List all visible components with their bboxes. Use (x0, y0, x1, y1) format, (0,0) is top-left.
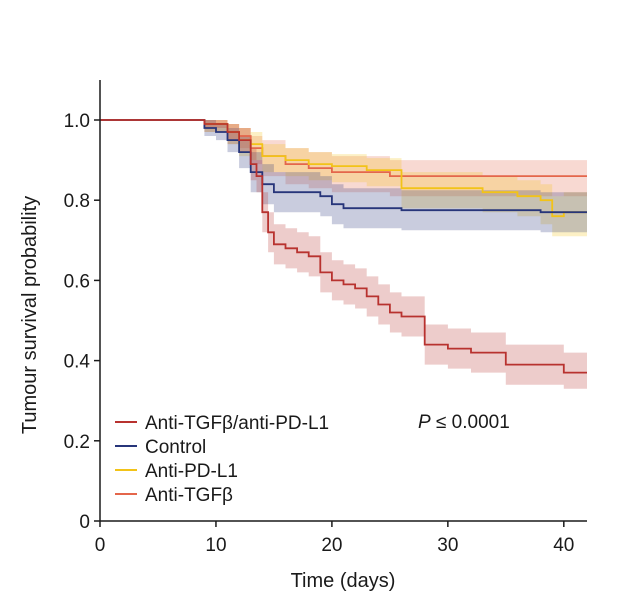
y-tick-label: 0.4 (64, 352, 91, 373)
y-axis-ticks: 0 0.2 0.4 0.6 0.8 1.0 (64, 111, 100, 533)
x-tick-label: 40 (553, 535, 574, 556)
survival-curves (100, 119, 587, 374)
ci-band-anti-tgf-anti-pd-l1 (100, 120, 587, 389)
legend-label: Control (145, 437, 206, 458)
x-axis-title: Time (days) (291, 570, 396, 592)
y-tick-label: 0.6 (64, 271, 90, 292)
p-value-text: ≤ 0.0001 (431, 412, 510, 433)
x-tick-label: 20 (321, 535, 342, 556)
y-tick-label: 0 (79, 512, 90, 533)
legend-item-anti-tgf: Anti-TGFβ (115, 485, 233, 506)
y-axis-title: Tumour survival probability (19, 196, 41, 434)
x-tick-label: 0 (95, 535, 106, 556)
y-tick-label: 0.8 (64, 191, 90, 212)
ci-band-control (100, 120, 587, 233)
legend-item-anti-pd-l1: Anti-PD-L1 (115, 461, 238, 482)
legend-item-control: Control (115, 437, 206, 458)
y-tick-label: 1.0 (64, 111, 90, 132)
legend-label: Anti-PD-L1 (145, 461, 238, 482)
x-axis-ticks: 0 10 20 30 40 (95, 521, 574, 556)
x-tick-label: 30 (437, 535, 458, 556)
curve-anti-tgf-anti-pd-l1 (100, 119, 587, 374)
legend-item-anti-tgf-anti-pd-l1: Anti-TGFβ/anti-PD-L1 (115, 413, 329, 434)
legend-label: Anti-TGFβ/anti-PD-L1 (145, 413, 329, 434)
x-tick-label: 10 (205, 535, 226, 556)
ci-band-anti-pd-l1 (100, 120, 587, 237)
p-value-annotation: P ≤ 0.0001 (418, 412, 510, 433)
y-tick-label: 0.2 (64, 432, 90, 453)
ci-band-anti-tgf (100, 120, 587, 197)
p-value-symbol: P (418, 412, 431, 433)
curve-control (100, 119, 587, 214)
legend-label: Anti-TGFβ (145, 485, 233, 506)
legend: Anti-TGFβ/anti-PD-L1 Control Anti-PD-L1 Ant… (115, 413, 329, 506)
confidence-bands (100, 120, 587, 389)
